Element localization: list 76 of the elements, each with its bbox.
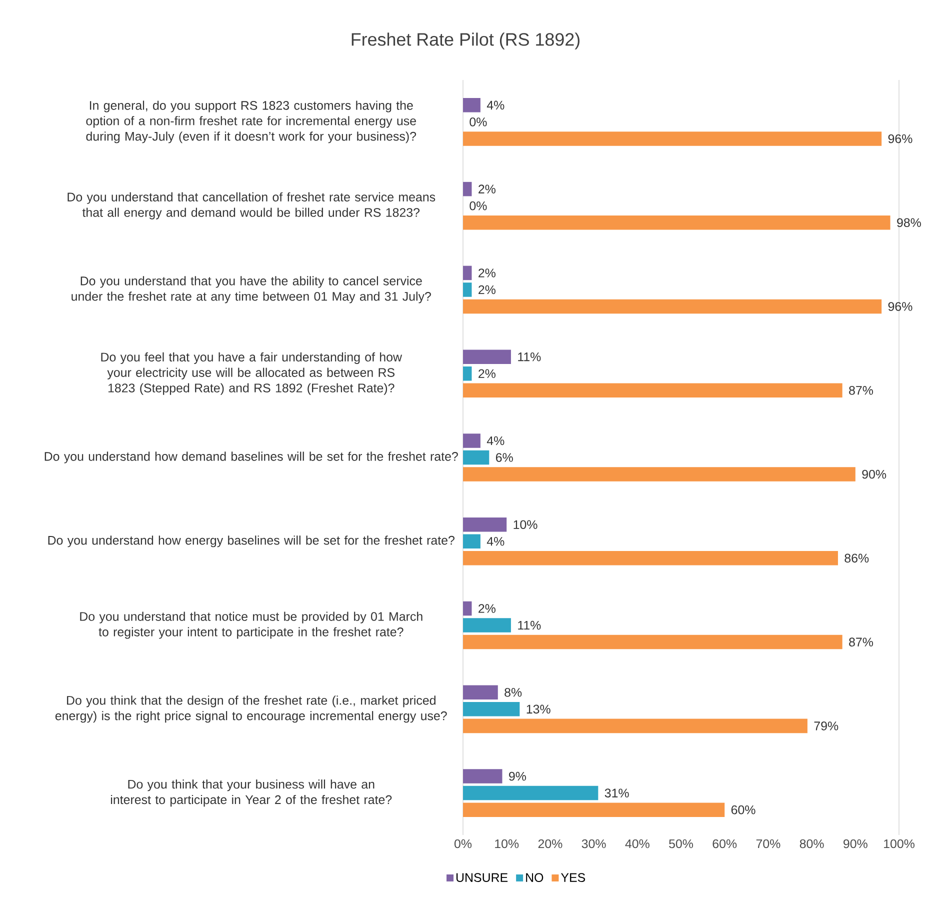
bar — [463, 769, 502, 784]
y-tick-label: In general, do you support RS 1823 customers having the option of a non-firm freshet rate for incremental energy use during May-July (even if it doesn’t work for your business)? — [86, 100, 416, 144]
bar — [463, 534, 480, 549]
data-label: 31% — [604, 788, 629, 798]
bar — [463, 299, 882, 314]
data-label: 87% — [849, 386, 873, 395]
y-tick-label: Do you understand how demand baselines will be set for the freshet rate? — [44, 452, 458, 464]
bar — [463, 702, 520, 716]
x-tick-label: 50% — [669, 839, 694, 848]
y-tick-label: Do you understand how energy baselines will be set for the freshet rate? — [48, 536, 454, 548]
bar — [463, 802, 725, 817]
data-label: 79% — [814, 722, 838, 730]
x-tick-label: 0% — [454, 839, 472, 848]
data-label: 11% — [518, 352, 541, 362]
x-tick-label: 60% — [712, 839, 737, 848]
data-label: 4% — [486, 537, 504, 546]
bar — [463, 786, 598, 800]
y-tick-label: Do you understand that you have the ability to cancel service under the freshet rate at any time between 01 May and 31 July? — [72, 276, 431, 304]
data-label: 2% — [478, 184, 496, 194]
chart-title: Freshet Rate Pilot (RS 1892) — [352, 32, 580, 50]
bar — [463, 467, 856, 482]
bar — [463, 132, 882, 146]
data-label: 6% — [496, 453, 513, 462]
bar — [463, 718, 808, 734]
bar — [463, 98, 480, 112]
data-label: 2% — [478, 604, 496, 613]
legend-label: YES — [560, 873, 586, 882]
bar — [463, 450, 490, 465]
data-label: 86% — [844, 554, 869, 563]
y-tick-label: Do you understand that notice must be provided by 01 March to register your intent to participate in the freshet rate? — [80, 612, 422, 639]
x-tick-label: 10% — [495, 839, 519, 848]
y-tick-label: Do you understand that cancellation of freshet rate service means that all energy and demand would be billed under RS 1823? — [68, 192, 436, 220]
bar — [463, 383, 842, 398]
data-label: 90% — [862, 470, 886, 479]
bar — [463, 517, 507, 532]
x-tick-label: 70% — [756, 839, 780, 848]
data-label: 0% — [470, 118, 487, 126]
data-label: 8% — [504, 688, 522, 697]
bar — [463, 182, 472, 196]
x-tick-label: 30% — [582, 839, 606, 848]
data-label: 60% — [731, 805, 756, 814]
data-label: 2% — [478, 285, 496, 294]
data-label: 87% — [849, 638, 873, 646]
bar — [463, 551, 838, 566]
x-tick-label: 100% — [884, 839, 914, 848]
data-label: 0% — [470, 201, 487, 210]
data-label: 2% — [478, 268, 496, 278]
legend-label: NO — [526, 873, 544, 882]
data-label: 13% — [526, 704, 550, 714]
data-label: 2% — [478, 369, 496, 378]
bar — [463, 434, 480, 448]
data-label: 10% — [514, 520, 538, 530]
x-tick-label: 90% — [844, 839, 868, 848]
data-label: 98% — [897, 218, 921, 228]
bar — [463, 601, 472, 616]
data-label: 96% — [888, 134, 912, 144]
bar — [463, 215, 890, 230]
y-tick-label: Do you think that the design of the freshet rate (i.e., market priced energy) is the right price signal to encourage incremental energy use? — [55, 696, 447, 723]
data-label: 4% — [486, 436, 504, 446]
y-tick-label: Do you feel that you have a fair understanding of how your electricity use will be allocated as between RS 1823 (Stepped Rate) and RS 1892 (Freshet Rate)? — [101, 352, 402, 395]
bar — [463, 266, 472, 280]
x-tick-label: 80% — [800, 839, 824, 848]
data-label: 96% — [888, 302, 912, 311]
legend-label: UNSURE — [456, 873, 508, 882]
y-tick-label: Do you think that your business will have an interest to participate in Year 2 of the freshet rate? — [110, 780, 392, 807]
bar — [463, 634, 842, 650]
bar — [463, 366, 472, 381]
x-tick-label: 40% — [625, 839, 650, 848]
bar — [463, 685, 498, 700]
bar — [463, 350, 511, 364]
data-label: 9% — [509, 772, 526, 781]
bar — [463, 618, 511, 632]
x-tick-label: 20% — [538, 839, 562, 848]
data-label: 4% — [486, 100, 504, 110]
bar — [463, 282, 472, 297]
data-label: 11% — [518, 620, 541, 630]
